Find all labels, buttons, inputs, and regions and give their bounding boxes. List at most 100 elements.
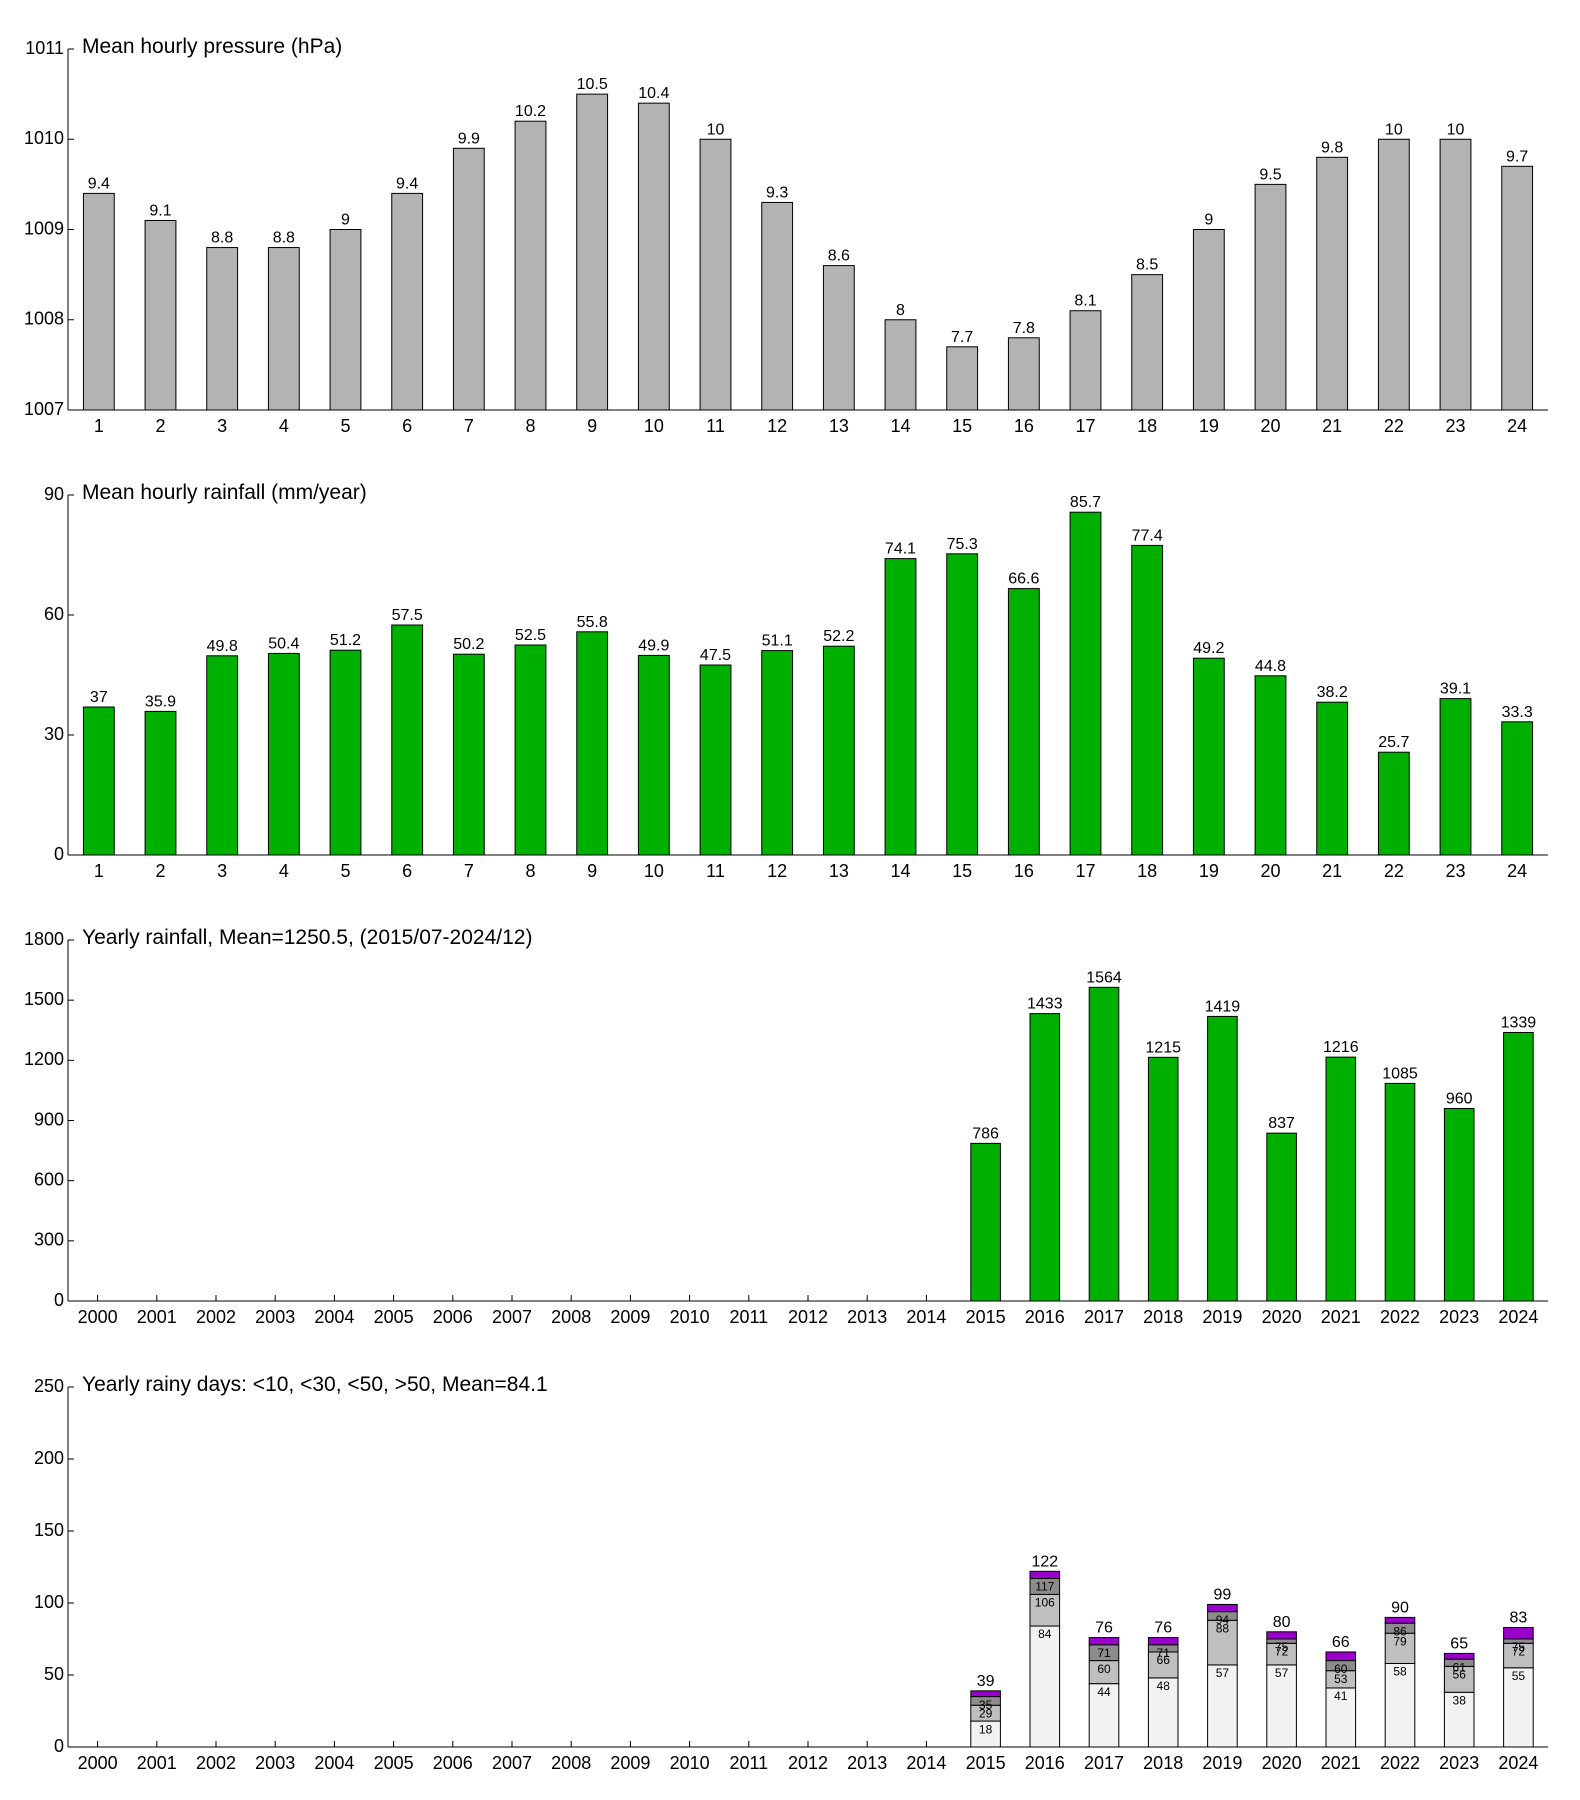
x-tick-label: 12 xyxy=(767,861,787,881)
x-tick-label: 17 xyxy=(1075,861,1095,881)
value-label: 8.8 xyxy=(211,230,233,247)
bar xyxy=(82,192,115,411)
segment-label: 79 xyxy=(1393,1634,1407,1648)
x-tick-label: 2018 xyxy=(1143,1307,1183,1327)
bar-segment xyxy=(1384,1632,1416,1664)
bar xyxy=(1266,1132,1297,1302)
bar xyxy=(1443,1107,1475,1302)
chart-title: Yearly rainfall, Mean=1250.5, (2015/07-2… xyxy=(82,926,532,949)
y-tick-label: 1500 xyxy=(24,989,64,1009)
y-tick-label: 1200 xyxy=(24,1049,64,1069)
bar xyxy=(1192,657,1225,856)
bar-segment xyxy=(1384,1616,1416,1624)
x-tick-label: 2024 xyxy=(1498,1753,1538,1773)
bar xyxy=(1007,337,1040,411)
value-label: 9 xyxy=(341,212,350,229)
bar xyxy=(637,654,670,856)
bar xyxy=(1131,274,1164,411)
x-tick-label: 5 xyxy=(340,861,350,881)
bar-segment xyxy=(1325,1687,1357,1748)
bar xyxy=(946,553,979,856)
value-label: 52.5 xyxy=(515,627,546,644)
x-tick-label: 9 xyxy=(587,861,597,881)
x-tick-label: 2009 xyxy=(610,1753,650,1773)
chart-title: Mean hourly rainfall (mm/year) xyxy=(82,481,367,504)
bar xyxy=(1207,1015,1238,1302)
bar xyxy=(884,558,917,856)
value-label: 66.6 xyxy=(1008,571,1039,588)
x-tick-label: 2012 xyxy=(788,1307,828,1327)
x-tick-label: 13 xyxy=(829,861,849,881)
value-label: 75.3 xyxy=(947,536,978,553)
total-label: 65 xyxy=(1450,1635,1468,1652)
segment-label: 94 xyxy=(1216,1613,1230,1627)
x-tick-label: 2018 xyxy=(1143,1753,1183,1773)
x-tick-label: 2019 xyxy=(1202,1307,1242,1327)
bar xyxy=(1501,721,1534,856)
bar xyxy=(1501,165,1534,411)
x-tick-label: 2 xyxy=(155,861,165,881)
bar xyxy=(144,710,177,856)
x-tick-label: 2023 xyxy=(1439,1753,1479,1773)
x-tick-label: 4 xyxy=(279,416,289,436)
bar xyxy=(206,655,239,856)
value-label: 9.1 xyxy=(149,202,171,219)
x-tick-label: 16 xyxy=(1014,861,1034,881)
y-tick-label: 1009 xyxy=(24,218,64,238)
bar xyxy=(1316,701,1349,856)
bar xyxy=(970,1142,1001,1302)
x-tick-label: 2008 xyxy=(551,1307,591,1327)
value-label: 1215 xyxy=(1145,1039,1181,1056)
x-tick-label: 2016 xyxy=(1025,1753,1065,1773)
bar xyxy=(1316,156,1349,411)
bar xyxy=(514,644,547,856)
bar-segment xyxy=(1147,1637,1179,1646)
bar xyxy=(1377,751,1410,856)
bar xyxy=(267,247,300,411)
x-tick-label: 1 xyxy=(94,861,104,881)
x-tick-label: 2017 xyxy=(1084,1307,1124,1327)
value-label: 39.1 xyxy=(1440,681,1471,698)
x-tick-label: 2022 xyxy=(1380,1753,1420,1773)
x-tick-label: 2012 xyxy=(788,1753,828,1773)
x-tick-label: 20 xyxy=(1260,861,1280,881)
y-tick-label: 600 xyxy=(34,1169,64,1189)
value-label: 1433 xyxy=(1027,996,1063,1013)
segment-label: 61 xyxy=(1453,1660,1467,1674)
x-tick-label: 21 xyxy=(1322,416,1342,436)
value-label: 33.3 xyxy=(1502,704,1533,721)
bar-segment xyxy=(1029,1625,1061,1748)
bar-segment xyxy=(1029,1570,1061,1580)
x-tick-label: 15 xyxy=(952,861,972,881)
y-tick-label: 1008 xyxy=(24,309,64,329)
x-tick-label: 14 xyxy=(890,416,910,436)
value-label: 50.4 xyxy=(268,635,299,652)
total-label: 90 xyxy=(1391,1599,1409,1616)
segment-label: 71 xyxy=(1097,1646,1111,1660)
x-tick-label: 2016 xyxy=(1025,1307,1065,1327)
segment-label: 29 xyxy=(979,1706,993,1720)
bar xyxy=(699,664,732,856)
x-tick-label: 3 xyxy=(217,416,227,436)
bar xyxy=(144,219,177,411)
x-tick-label: 2024 xyxy=(1498,1307,1538,1327)
y-tick-label: 50 xyxy=(44,1664,64,1684)
y-tick-label: 60 xyxy=(44,604,64,624)
value-label: 8.6 xyxy=(828,248,850,265)
chart-title: Yearly rainy days: <10, <30, <50, >50, M… xyxy=(82,1373,548,1396)
x-tick-label: 7 xyxy=(464,416,474,436)
value-label: 74.1 xyxy=(885,541,916,558)
x-tick-label: 2015 xyxy=(966,1753,1006,1773)
x-tick-label: 24 xyxy=(1507,861,1527,881)
value-label: 786 xyxy=(972,1125,999,1142)
value-label: 49.2 xyxy=(1193,640,1224,657)
bar-segment xyxy=(1503,1667,1534,1748)
bar xyxy=(1069,310,1102,411)
x-tick-label: 7 xyxy=(464,861,474,881)
x-tick-label: 2001 xyxy=(137,1753,177,1773)
total-label: 39 xyxy=(977,1673,995,1690)
value-label: 10.4 xyxy=(638,85,669,102)
value-label: 77.4 xyxy=(1132,527,1163,544)
segment-label: 86 xyxy=(1393,1624,1407,1638)
x-tick-label: 2019 xyxy=(1202,1753,1242,1773)
